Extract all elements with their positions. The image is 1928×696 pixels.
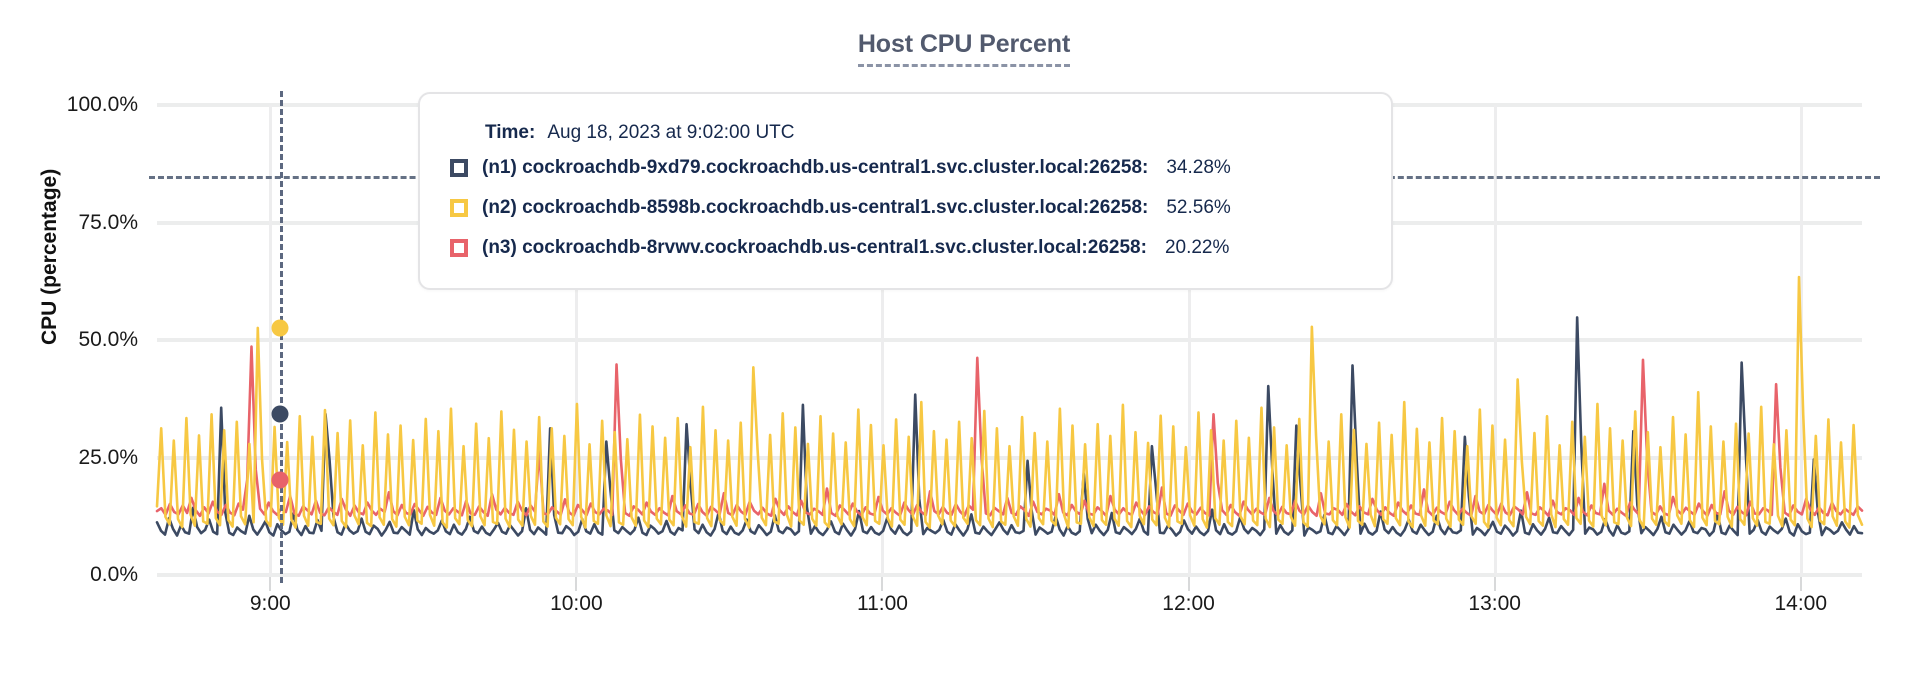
x-tick-label: 10:00 bbox=[550, 592, 603, 615]
hover-tooltip: Time: Aug 18, 2023 at 9:02:00 UTC (n1) c… bbox=[418, 92, 1393, 290]
tooltip-time-value: Aug 18, 2023 at 9:02:00 UTC bbox=[547, 122, 795, 143]
legend-swatch-icon bbox=[450, 199, 468, 217]
tooltip-series-rows: (n1) cockroachdb-9xd79.cockroachdb.us-ce… bbox=[450, 148, 1361, 268]
tooltip-time-label: Time: bbox=[485, 122, 536, 143]
chart-title-text: Host CPU Percent bbox=[857, 30, 1070, 67]
gridline-vertical bbox=[575, 105, 579, 575]
hover-marker-n2 bbox=[271, 319, 289, 337]
gridline-vertical bbox=[269, 105, 273, 575]
x-tick-mark bbox=[269, 575, 272, 591]
x-tick-mark bbox=[881, 575, 884, 591]
x-tick-label: 12:00 bbox=[1162, 592, 1215, 615]
series-line-n1 bbox=[157, 317, 1862, 535]
hover-marker-n1 bbox=[271, 405, 289, 423]
legend-swatch-icon bbox=[450, 239, 468, 257]
gridline-vertical bbox=[881, 105, 885, 575]
tooltip-series-name: (n1) cockroachdb-9xd79.cockroachdb.us-ce… bbox=[482, 157, 1149, 178]
legend-swatch-icon bbox=[450, 159, 468, 177]
x-tick-mark bbox=[575, 575, 578, 591]
hover-marker-n3 bbox=[271, 471, 289, 489]
tooltip-series-value: 34.28% bbox=[1166, 157, 1231, 178]
y-tick-label: 75.0% bbox=[78, 210, 138, 234]
y-tick-label: 50.0% bbox=[78, 328, 138, 351]
y-tick-label: 100.0% bbox=[66, 93, 138, 116]
gridline-horizontal bbox=[157, 573, 1862, 577]
x-tick-label: 11:00 bbox=[856, 592, 908, 615]
gridline-vertical bbox=[1187, 105, 1191, 575]
x-tick-mark bbox=[1187, 575, 1190, 591]
tooltip-row: (n3) cockroachdb-8rvwv.cockroachdb.us-ce… bbox=[450, 228, 1361, 268]
tooltip-row: (n2) cockroachdb-8598b.cockroachdb.us-ce… bbox=[450, 188, 1361, 228]
tooltip-series-name: (n2) cockroachdb-8598b.cockroachdb.us-ce… bbox=[482, 197, 1149, 218]
tooltip-series-value: 20.22% bbox=[1164, 237, 1230, 258]
x-tick-label: 9:00 bbox=[249, 592, 291, 615]
page-title: Host CPU Percent bbox=[0, 30, 1928, 67]
x-tick-label: 13:00 bbox=[1468, 592, 1521, 615]
crosshair-line bbox=[280, 91, 284, 583]
y-tick-label: 0.0% bbox=[90, 563, 138, 586]
series-lines bbox=[157, 105, 1862, 575]
tooltip-time-row: Time: Aug 18, 2023 at 9:02:00 UTC bbox=[450, 116, 1361, 148]
gridline-vertical bbox=[1493, 105, 1497, 575]
gridline-horizontal bbox=[157, 338, 1862, 342]
tooltip-series-name: (n3) cockroachdb-8rvwv.cockroachdb.us-ce… bbox=[482, 237, 1147, 258]
tooltip-series-value: 52.56% bbox=[1166, 197, 1231, 218]
tooltip-row: (n1) cockroachdb-9xd79.cockroachdb.us-ce… bbox=[450, 148, 1361, 188]
x-tick-mark bbox=[1799, 575, 1802, 591]
y-axis-label: CPU (percentage) bbox=[38, 168, 61, 345]
x-tick-label: 14:00 bbox=[1774, 592, 1828, 615]
y-tick-label: 25.0% bbox=[78, 445, 138, 469]
x-tick-mark bbox=[1493, 575, 1496, 591]
series-line-n2 bbox=[157, 277, 1862, 528]
